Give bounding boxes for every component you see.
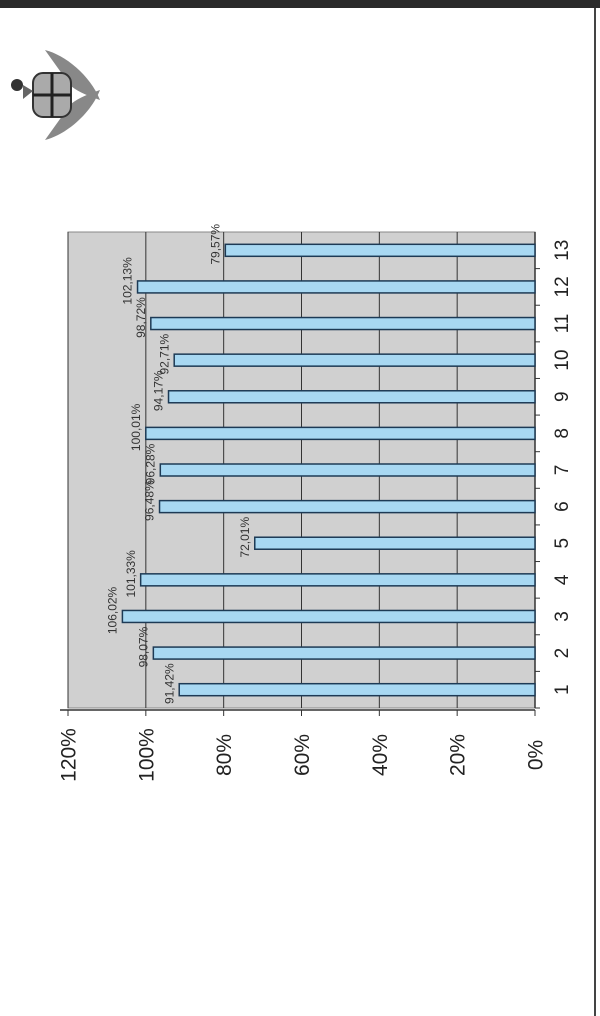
- bar: [121, 609, 536, 624]
- y-tick-label: 0%: [525, 740, 548, 770]
- data-label: 101,33%: [124, 550, 138, 598]
- data-label: 98,72%: [134, 297, 148, 338]
- bar: [167, 390, 536, 404]
- data-label: 106,02%: [106, 586, 120, 634]
- bar: [145, 426, 536, 441]
- x-tick-label: 10: [552, 350, 573, 371]
- data-label: 98,07%: [137, 626, 151, 667]
- x-tick-label: 5: [552, 538, 573, 549]
- data-label: 96,48%: [143, 480, 157, 521]
- y-tick-label: 40%: [369, 734, 392, 776]
- y-tick-label: 60%: [291, 734, 314, 776]
- x-tick-label: 8: [552, 428, 573, 439]
- x-tick-label: 3: [552, 611, 573, 622]
- y-tick-label: 80%: [213, 734, 236, 776]
- y-tick-label: 120%: [58, 728, 81, 782]
- x-tick-label: 4: [552, 574, 573, 585]
- x-tick-label: 6: [552, 501, 573, 512]
- bar: [178, 682, 536, 697]
- bar: [139, 573, 536, 587]
- logo: [11, 50, 100, 140]
- top-bar: [0, 0, 600, 8]
- data-label: 72,01%: [238, 517, 252, 558]
- y-tick-label: 100%: [135, 728, 158, 782]
- x-tick-label: 13: [552, 240, 573, 261]
- bar: [152, 646, 536, 660]
- data-label: 96,28%: [143, 443, 157, 484]
- y-tick-label: 20%: [447, 734, 470, 776]
- bar: [254, 536, 536, 550]
- x-tick-label: 9: [552, 391, 573, 402]
- data-label: 92,71%: [157, 333, 171, 374]
- x-tick-label: 12: [552, 276, 573, 297]
- bar: [224, 243, 536, 258]
- x-tick-label: 11: [552, 314, 573, 334]
- bar: [158, 499, 536, 514]
- bar: [173, 353, 536, 367]
- bar: [150, 316, 536, 331]
- x-tick-label: 7: [552, 465, 573, 476]
- data-label: 94,17%: [152, 370, 166, 411]
- data-label: 79,57%: [209, 224, 223, 265]
- x-tick-label: 2: [552, 648, 573, 659]
- data-label: 102,13%: [121, 257, 135, 305]
- data-label: 91,42%: [162, 663, 176, 704]
- x-tick-label: 1: [552, 684, 573, 695]
- bar: [136, 280, 536, 294]
- data-label: 100,01%: [129, 403, 143, 451]
- bar: [159, 463, 536, 477]
